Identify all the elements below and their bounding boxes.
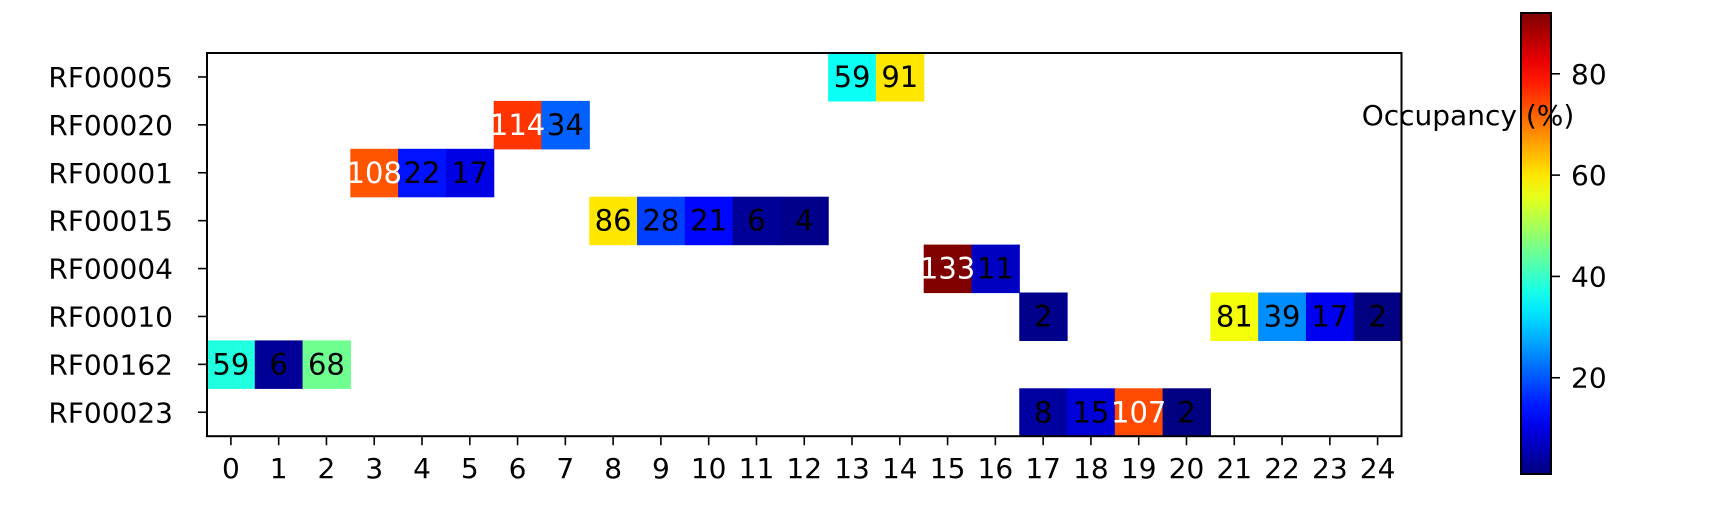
x-tick-label: 1 [270,452,288,485]
cell-value-label: 4 [795,204,813,238]
x-tick-label: 21 [1216,452,1252,485]
heatmap-cell [732,196,781,246]
x-tick-label: 10 [691,452,727,485]
heatmap-cell [350,148,399,198]
heatmap-cell [923,244,973,294]
heatmap-cell [1162,388,1211,437]
x-tick-label: 14 [882,452,918,485]
heatmap-cell [971,244,1020,294]
x-axis-ticks: 0 1 2 3 4 5 6 7 8 9 10 11 12 13 14 15 16 17 18 19 20 21 22 23 24 [222,436,1395,485]
x-tick-label: 12 [786,452,822,485]
heatmap-cell [780,196,829,246]
heatmap-cells [207,53,1403,437]
y-tick-label: RF00005 [48,61,173,94]
x-tick-label: 16 [978,452,1014,485]
x-tick-label: 8 [604,452,622,485]
heatmap-cell [637,196,686,246]
heatmap-cell [1019,292,1068,341]
cell-value-label: 11 [977,252,1014,286]
cell-value-label: 108 [347,156,402,190]
cell-value-label: 2 [1368,299,1386,333]
cell-value-label: 15 [1072,395,1109,429]
heatmap-cell [1019,388,1068,437]
cell-value-label: 59 [834,60,871,94]
x-tick-label: 22 [1264,452,1300,485]
heatmap-cell [541,100,590,150]
cell-value-label: 28 [642,204,679,238]
colorbar-tick-label: 40 [1571,260,1607,293]
heatmap-cell [1210,292,1259,341]
colorbar [1521,13,1551,474]
heatmap-cell [1114,388,1164,437]
heatmap-cell [254,340,304,389]
heatmap-cell [875,53,925,102]
y-tick-label: RF00020 [48,109,173,142]
heatmap-cell [207,340,256,389]
heatmap-cell [684,196,734,246]
x-tick-label: 3 [365,452,383,485]
heatmap-cell [398,148,447,198]
x-tick-label: 4 [413,452,431,485]
cell-value-label: 107 [1111,395,1166,429]
colorbar-tick-label: 80 [1571,58,1607,91]
cell-value-label: 68 [308,347,345,381]
y-tick-label: RF00015 [48,205,173,238]
x-tick-label: 18 [1073,452,1109,485]
cell-value-label: 81 [1216,299,1253,333]
x-tick-label: 6 [509,452,527,485]
heatmap-cell [302,340,351,389]
cell-value-label: 21 [690,204,727,238]
cell-value-label: 17 [451,156,488,190]
x-tick-label: 23 [1312,452,1348,485]
x-tick-label: 17 [1025,452,1061,485]
heatmap-cell [589,196,638,246]
cell-value-label: 6 [269,347,287,381]
cell-value-label: 39 [1264,299,1301,333]
colorbar-tick-label: 60 [1571,159,1607,192]
colorbar-frame [1520,12,1552,475]
x-tick-label: 2 [318,452,336,485]
cell-value-label: 133 [920,252,975,286]
x-tick-label: 24 [1360,452,1396,485]
cell-value-label: 59 [212,347,249,381]
cell-value-label: 2 [1034,299,1052,333]
cell-value-label: 34 [547,108,584,142]
x-tick-label: 5 [461,452,479,485]
y-tick-label: RF00023 [48,396,173,429]
x-tick-label: 9 [652,452,670,485]
heatmap-cell [1258,292,1307,341]
cell-value-label: 91 [881,60,918,94]
cell-value-label: 86 [595,204,632,238]
x-tick-label: 15 [930,452,966,485]
heatmap-cell [1305,292,1355,341]
x-tick-label: 13 [834,452,870,485]
cell-value-label: 6 [747,204,765,238]
x-tick-label: 11 [739,452,775,485]
heatmap-cell [828,53,877,102]
x-tick-label: 7 [556,452,574,485]
colorbar-label: Occupancy (%) [1362,99,1575,132]
y-tick-label: RF00162 [48,348,173,381]
x-tick-label: 19 [1121,452,1157,485]
cell-value-label: 22 [404,156,441,190]
cell-value-label: 2 [1177,395,1195,429]
y-tick-label: RF00001 [48,157,173,190]
y-tick-label: RF00010 [48,300,173,333]
x-tick-label: 0 [222,452,240,485]
colorbar-ticks: 20 40 60 80 [1551,58,1607,395]
heatmap-cell [445,148,495,198]
heatmap-cell [493,100,543,150]
y-tick-label: RF00004 [48,253,173,286]
heatmap-cell [1067,388,1116,437]
cell-value-label: 8 [1034,395,1052,429]
colorbar-tick-label: 20 [1571,362,1607,395]
heatmap-cell [1353,292,1403,341]
y-axis-ticks: RF00005 RF00020 RF00001 RF00015 RF00004 RF000… [48,61,207,429]
cell-value-label: 17 [1311,299,1348,333]
x-tick-label: 20 [1169,452,1205,485]
cell-value-label: 114 [490,108,545,142]
